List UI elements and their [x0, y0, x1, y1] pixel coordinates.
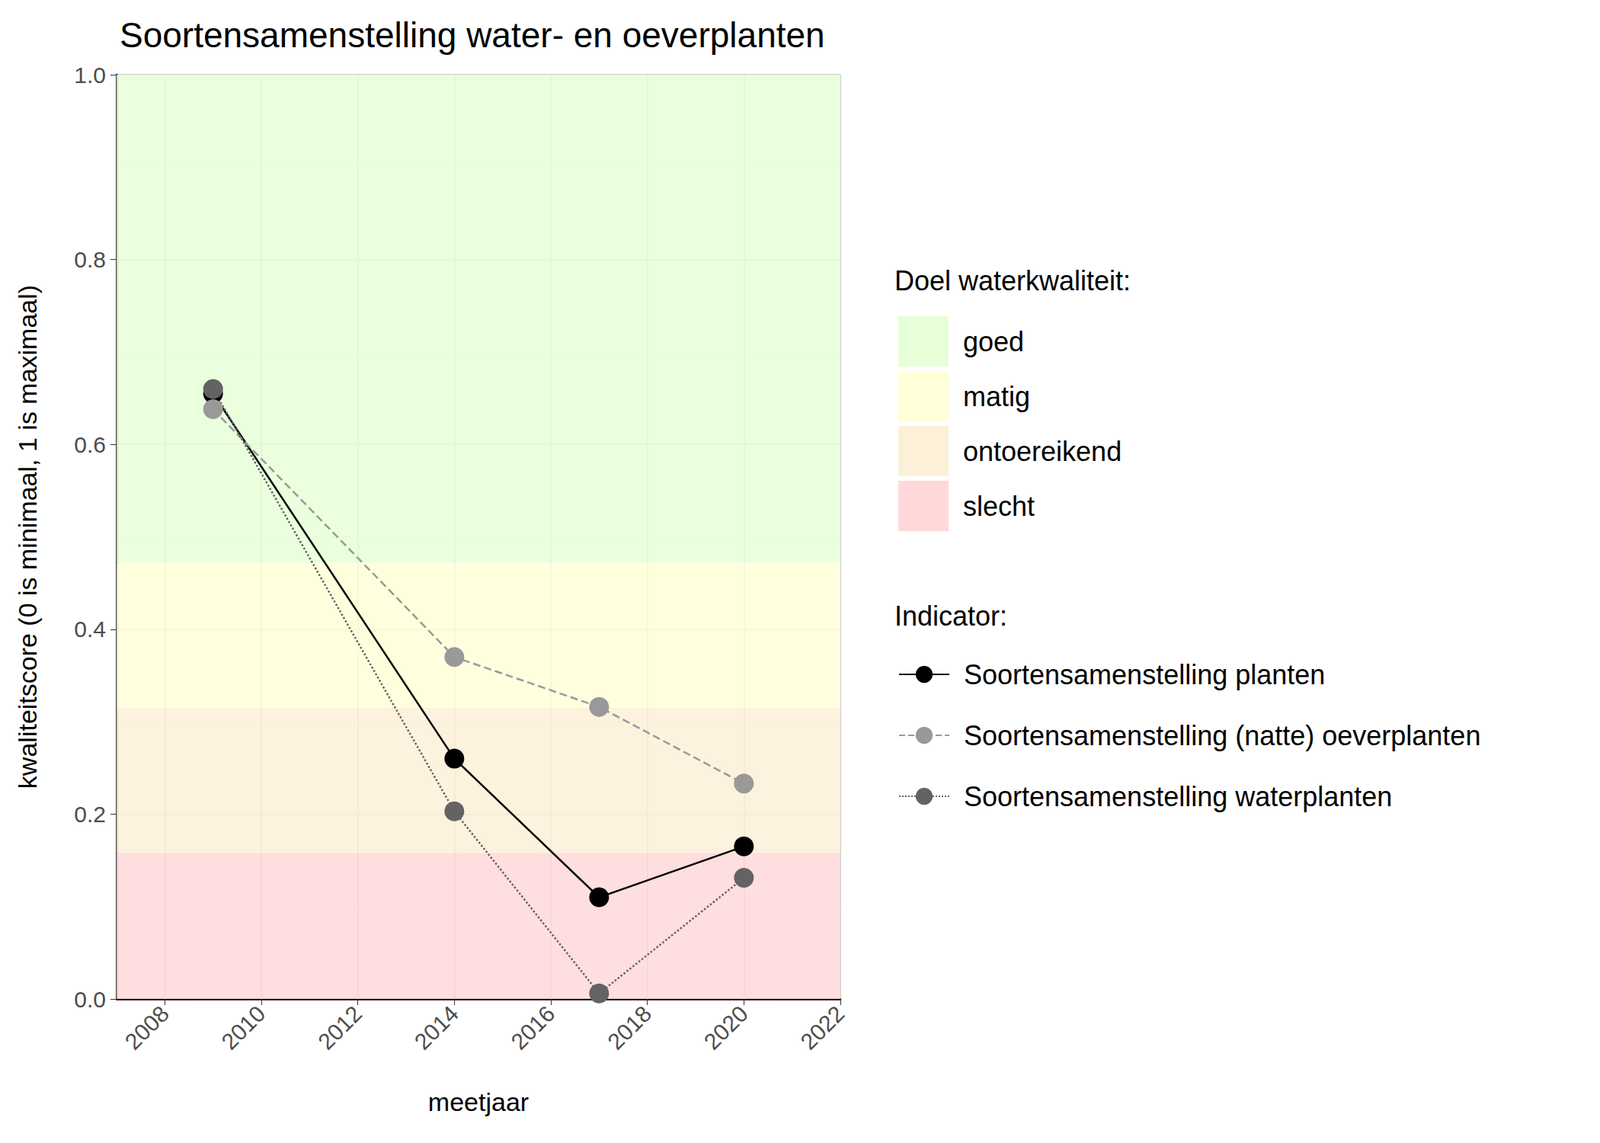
svg-text:0.8: 0.8 [73, 246, 106, 272]
svg-text:Indicator:: Indicator: [894, 600, 1008, 632]
svg-text:ontoereikend: ontoereikend [963, 435, 1122, 468]
svg-text:Soortensamenstelling planten: Soortensamenstelling planten [963, 659, 1325, 691]
svg-text:2010: 2010 [216, 1000, 271, 1055]
svg-text:2012: 2012 [313, 1000, 368, 1055]
svg-text:0.2: 0.2 [73, 801, 106, 827]
svg-text:Soortensamenstelling water- en: Soortensamenstelling water- en oeverplan… [119, 15, 826, 55]
svg-text:Doel waterkwaliteit:: Doel waterkwaliteit: [894, 265, 1131, 297]
svg-text:2018: 2018 [602, 1000, 657, 1055]
svg-text:kwaliteitscore (0 is minimaal,: kwaliteitscore (0 is minimaal, 1 is maxi… [12, 284, 42, 789]
svg-text:0.0: 0.0 [73, 986, 106, 1012]
svg-text:meetjaar: meetjaar [428, 1087, 529, 1117]
svg-text:2014: 2014 [409, 1000, 464, 1055]
svg-text:Soortensamenstelling (natte) o: Soortensamenstelling (natte) oeverplante… [963, 720, 1481, 752]
svg-text:2020: 2020 [698, 1000, 753, 1055]
svg-text:2016: 2016 [505, 1000, 560, 1055]
svg-text:matig: matig [963, 380, 1031, 413]
svg-text:1.0: 1.0 [73, 62, 106, 88]
svg-text:0.4: 0.4 [73, 616, 106, 642]
svg-text:0.6: 0.6 [73, 432, 106, 458]
svg-text:goed: goed [963, 326, 1024, 358]
svg-text:2022: 2022 [795, 1000, 850, 1055]
svg-text:Soortensamenstelling waterplan: Soortensamenstelling waterplanten [963, 780, 1392, 813]
svg-text:2008: 2008 [119, 1000, 174, 1055]
svg-text:slecht: slecht [963, 490, 1035, 522]
